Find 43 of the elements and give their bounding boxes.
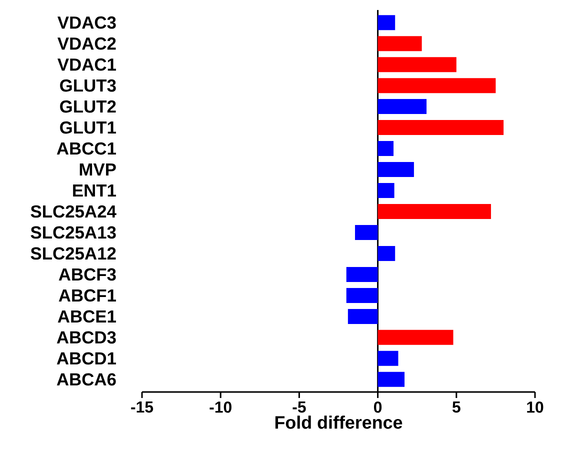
bar bbox=[378, 183, 394, 198]
bar bbox=[378, 36, 422, 52]
bar bbox=[378, 246, 396, 261]
x-tick-label: 5 bbox=[452, 402, 460, 413]
y-tick-label: SLC25A24 bbox=[30, 205, 116, 218]
bar bbox=[378, 330, 454, 345]
bar bbox=[378, 99, 427, 114]
bar bbox=[346, 266, 378, 282]
bar bbox=[378, 57, 456, 72]
x-tick-label: -15 bbox=[131, 402, 154, 413]
y-tick-label: ENT1 bbox=[73, 184, 116, 197]
bar bbox=[378, 350, 398, 366]
y-tick-label: ABCD1 bbox=[56, 352, 116, 365]
bar bbox=[346, 288, 378, 303]
y-tick-label: GLUT1 bbox=[60, 121, 116, 134]
y-tick-label: ABCC1 bbox=[56, 142, 116, 155]
x-tick-label: -5 bbox=[292, 402, 306, 413]
y-tick-label: GLUT2 bbox=[60, 100, 116, 113]
bar bbox=[378, 78, 496, 94]
bar bbox=[378, 120, 504, 136]
x-tick-label: 10 bbox=[527, 402, 544, 413]
y-tick-label: GLUT3 bbox=[60, 79, 116, 92]
y-tick-label: SLC25A12 bbox=[30, 247, 116, 260]
x-tick-label: 0 bbox=[374, 402, 382, 413]
y-tick-label: SLC25A13 bbox=[30, 226, 116, 239]
y-tick-label: VDAC2 bbox=[58, 37, 116, 50]
bar bbox=[378, 204, 491, 219]
y-tick-label: VDAC3 bbox=[58, 16, 116, 29]
y-tick-label: ABCF1 bbox=[58, 289, 116, 302]
y-tick-label: MVP bbox=[80, 164, 116, 176]
bar bbox=[378, 372, 405, 387]
y-tick-label: VDAC1 bbox=[58, 58, 116, 71]
y-tick-label: ABCF3 bbox=[58, 268, 116, 281]
bar bbox=[355, 224, 378, 240]
bar bbox=[378, 162, 414, 178]
y-tick-label: ABCD3 bbox=[56, 331, 116, 344]
x-axis-title: Fold difference bbox=[275, 416, 402, 429]
x-tick-label: -10 bbox=[210, 402, 232, 413]
y-tick-label: ABCA6 bbox=[56, 373, 116, 386]
bar bbox=[378, 141, 394, 156]
bar bbox=[348, 308, 378, 324]
y-tick-label: ABCE1 bbox=[58, 310, 116, 323]
bar bbox=[378, 15, 396, 30]
